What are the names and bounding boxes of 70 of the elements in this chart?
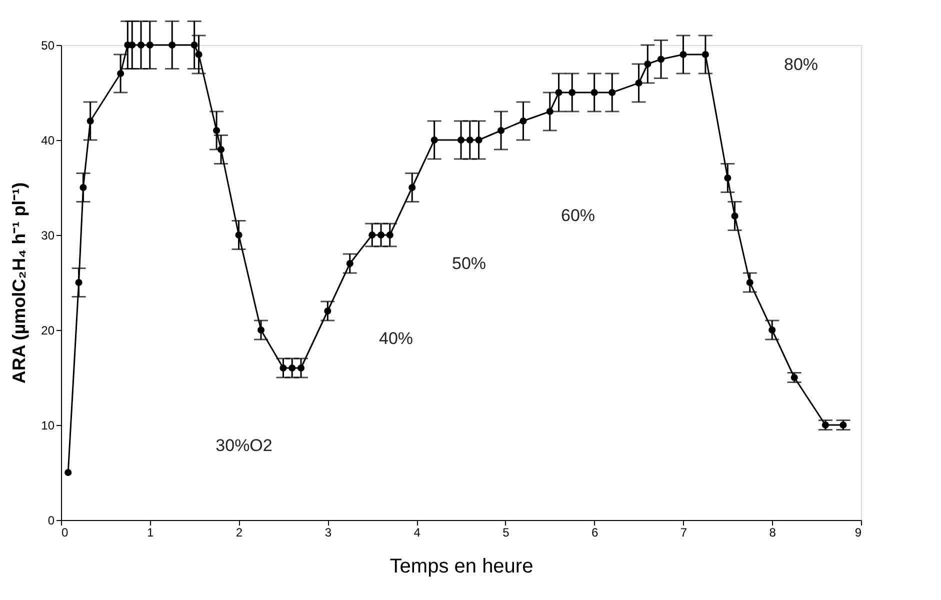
point [608, 88, 616, 96]
annotation: 60% [560, 206, 596, 225]
annotation: 80% [784, 55, 818, 74]
point [644, 60, 652, 68]
point [195, 50, 202, 58]
point [117, 70, 124, 78]
point [555, 88, 562, 96]
point [377, 231, 385, 239]
annotation: 30%O2 [216, 436, 272, 455]
y-tick-label: 20 [41, 324, 55, 338]
x-tick-label: 0 [62, 526, 68, 540]
point [408, 184, 416, 192]
point [257, 326, 265, 334]
x-tick-label: 7 [680, 526, 688, 540]
point [840, 421, 847, 429]
x-tick-label: 1 [147, 526, 154, 540]
y-tick-label: 30 [41, 228, 55, 242]
point [724, 174, 732, 182]
annotation: 50% [452, 254, 486, 273]
point [568, 88, 576, 96]
annotation: 40% [378, 329, 414, 348]
y-tick-label: 40 [41, 134, 55, 148]
point [213, 126, 220, 134]
point [466, 136, 474, 144]
point [746, 278, 754, 286]
point [324, 307, 332, 315]
point [680, 50, 687, 58]
point [168, 41, 176, 49]
x-tick-label: 3 [324, 526, 332, 540]
point [235, 231, 242, 239]
y-axis-title: ARA (µmolC₂H₄ h⁻¹ pl⁻¹) [9, 182, 30, 384]
point [75, 278, 82, 286]
point [368, 231, 376, 239]
point [137, 41, 145, 49]
point [657, 56, 665, 63]
point [86, 117, 94, 125]
point [128, 41, 136, 49]
y-tick-label: 50 [41, 38, 55, 52]
point [546, 108, 554, 116]
x-tick-label: 6 [591, 526, 598, 540]
point [635, 79, 642, 87]
point [288, 364, 296, 372]
x-tick-label: 9 [854, 526, 862, 540]
point [346, 260, 354, 268]
y-tick-label: 10 [41, 418, 55, 432]
x-tick-label: 2 [236, 526, 243, 540]
point [702, 50, 709, 58]
point [430, 136, 438, 144]
point [457, 136, 465, 144]
point [497, 126, 505, 134]
point [217, 146, 225, 154]
y-tick-label: 0 [48, 514, 55, 528]
point [80, 184, 87, 192]
point [790, 374, 798, 382]
x-axis-title: Temps en heure [390, 556, 534, 578]
point [280, 364, 287, 372]
point [822, 421, 829, 429]
x-tick-label: 5 [502, 526, 510, 540]
point [590, 88, 598, 96]
point [64, 468, 72, 476]
point [475, 136, 482, 144]
point [146, 41, 154, 49]
point [731, 212, 738, 220]
point [297, 364, 305, 372]
point [386, 231, 394, 239]
point [768, 326, 776, 334]
point [190, 41, 198, 49]
x-tick-label: 8 [769, 526, 776, 540]
point [520, 117, 527, 125]
x-tick-label: 4 [414, 526, 421, 540]
